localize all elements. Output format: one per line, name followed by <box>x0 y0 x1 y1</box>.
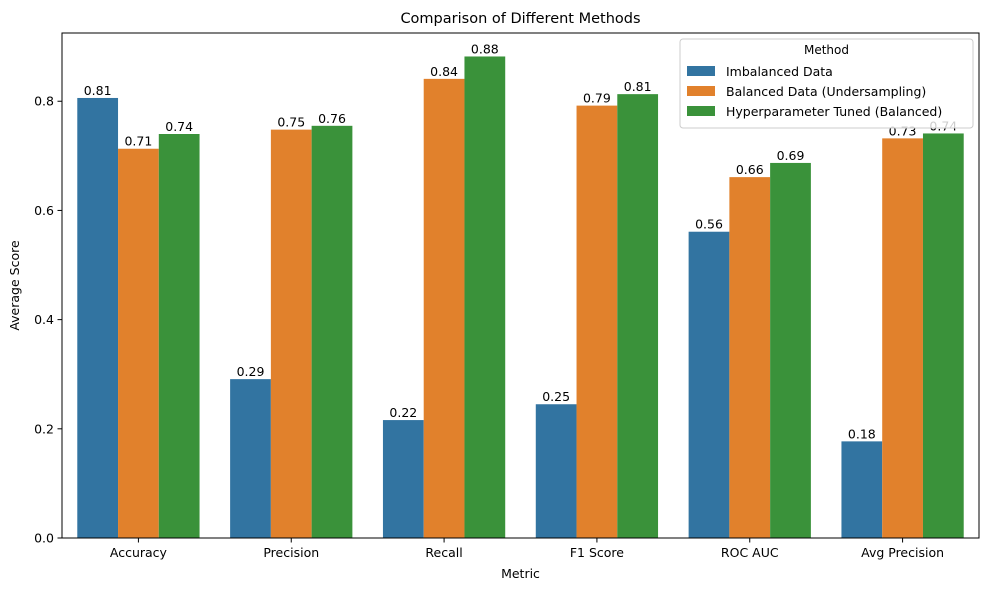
legend-swatch <box>687 66 715 76</box>
bar-value-label: 0.69 <box>777 148 805 163</box>
legend-entry-label: Balanced Data (Undersampling) <box>726 84 926 99</box>
bar-value-label: 0.74 <box>165 119 193 134</box>
y-axis-label: Average Score <box>7 240 22 331</box>
x-tick-label: Avg Precision <box>861 545 944 560</box>
y-tick-label: 0.6 <box>34 203 54 218</box>
bar-avg-precision-series-2 <box>882 138 923 539</box>
bar-precision-series-2 <box>270 129 312 538</box>
x-tick-label: Accuracy <box>110 545 168 560</box>
bar-value-label: 0.66 <box>736 162 764 177</box>
bar-roc-auc-series-1 <box>688 231 730 539</box>
bar-precision-series-1 <box>230 379 271 538</box>
bar-avg-precision-series-3 <box>922 133 964 539</box>
chart-title: Comparison of Different Methods <box>400 11 640 27</box>
y-tick-label: 0.8 <box>34 94 54 109</box>
bar-value-label: 0.81 <box>84 83 112 98</box>
x-axis-label: Metric <box>501 566 540 581</box>
bar-f1-score-series-3 <box>617 94 659 539</box>
x-tick-label: Recall <box>425 545 462 560</box>
bar-accuracy-series-1 <box>77 97 119 539</box>
y-tick-label: 0.2 <box>34 421 54 436</box>
bar-value-label: 0.75 <box>277 115 305 130</box>
bar-recall-series-1 <box>382 420 424 538</box>
bar-value-label: 0.25 <box>542 389 570 404</box>
bar-f1-score-series-1 <box>535 404 577 538</box>
bar-value-label: 0.84 <box>430 64 458 79</box>
bar-accuracy-series-3 <box>158 134 200 538</box>
legend-swatch <box>687 106 715 116</box>
legend-swatch <box>687 86 715 96</box>
bar-value-label: 0.81 <box>624 79 652 94</box>
y-tick-label: 0.0 <box>34 531 54 546</box>
bar-value-label: 0.56 <box>695 217 723 232</box>
bar-value-label: 0.71 <box>124 134 152 149</box>
bar-value-label: 0.18 <box>848 426 876 441</box>
plot-frame <box>61 32 980 539</box>
bar-value-label: 0.79 <box>583 91 611 106</box>
bar-value-label: 0.29 <box>237 364 265 379</box>
bar-value-label: 0.76 <box>318 111 346 126</box>
legend-entries: Imbalanced Data Balanced Data (Undersampl… <box>687 64 942 119</box>
bar-roc-auc-series-2 <box>729 177 771 538</box>
legend: Method Imbalanced Data Balanced Data (Und… <box>679 38 974 129</box>
y-tick-label: 0.4 <box>34 312 54 327</box>
bar-value-label: 0.88 <box>471 41 499 56</box>
legend-entry-label: Hyperparameter Tuned (Balanced) <box>726 104 942 119</box>
bar-recall-series-3 <box>464 56 506 538</box>
bar-recall-series-2 <box>423 78 465 538</box>
legend-box <box>679 38 974 129</box>
bar-precision-series-3 <box>311 125 353 538</box>
bar-roc-auc-series-3 <box>770 162 811 539</box>
bars-layer <box>77 56 964 539</box>
bar-accuracy-series-2 <box>118 148 159 538</box>
legend-entry-label: Imbalanced Data <box>726 64 833 79</box>
axes-layer: 0.0 0.2 0.4 0.6 0.8 Accuracy Precision Recall F1… <box>34 32 980 560</box>
x-tick-label: F1 Score <box>570 545 624 560</box>
bar-value-label: 0.22 <box>389 405 417 420</box>
legend-title: Method <box>804 43 849 57</box>
x-tick-label: Precision <box>263 545 319 560</box>
bar-f1-score-series-2 <box>576 105 618 538</box>
bar-avg-precision-series-1 <box>841 441 883 538</box>
x-tick-label: ROC AUC <box>721 545 779 560</box>
